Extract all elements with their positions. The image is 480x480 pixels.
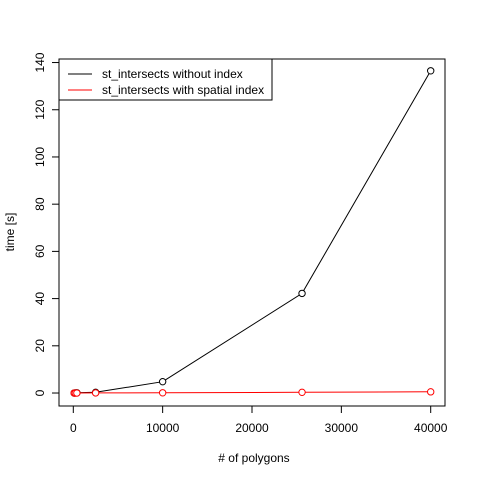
y-tick-label: 20 <box>33 339 47 353</box>
x-tick-label: 0 <box>70 421 77 435</box>
plot-frame <box>58 58 446 407</box>
y-tick-label: 140 <box>33 52 47 72</box>
data-point <box>158 389 167 397</box>
data-point <box>427 67 435 75</box>
legend-label: st_intersects with spatial index <box>102 83 264 97</box>
y-tick-label: 40 <box>33 292 47 306</box>
y-tick-label: 100 <box>33 147 47 167</box>
series-line-2 <box>74 391 431 394</box>
series-line-1 <box>74 70 432 394</box>
x-axis: 0 10000 20000 30000 40000 <box>70 405 448 435</box>
x-tick-label: 10000 <box>146 421 180 435</box>
y-axis-label: time [s] <box>3 213 17 252</box>
y-tick-label: 120 <box>33 99 47 119</box>
y-tick-label: 60 <box>33 244 47 258</box>
y-axis: 0 20 40 60 80 100 120 140 <box>33 52 60 396</box>
legend-label: st_intersects without index <box>102 67 243 81</box>
data-point <box>298 388 306 397</box>
legend-box <box>58 58 273 101</box>
legend: st_intersects without index st_intersects… <box>58 58 273 101</box>
data-point <box>298 289 306 298</box>
x-tick-label: 20000 <box>235 421 269 435</box>
y-tick-label: 80 <box>33 197 47 211</box>
data-point <box>427 388 435 396</box>
x-tick-label: 30000 <box>325 421 359 435</box>
y-tick-label: 0 <box>33 389 47 396</box>
x-axis-label: # of polygons <box>218 451 289 465</box>
data-point <box>158 377 167 386</box>
data-point <box>73 389 81 397</box>
x-tick-label: 40000 <box>414 421 448 435</box>
series-layer <box>70 67 435 397</box>
data-point <box>91 389 100 397</box>
